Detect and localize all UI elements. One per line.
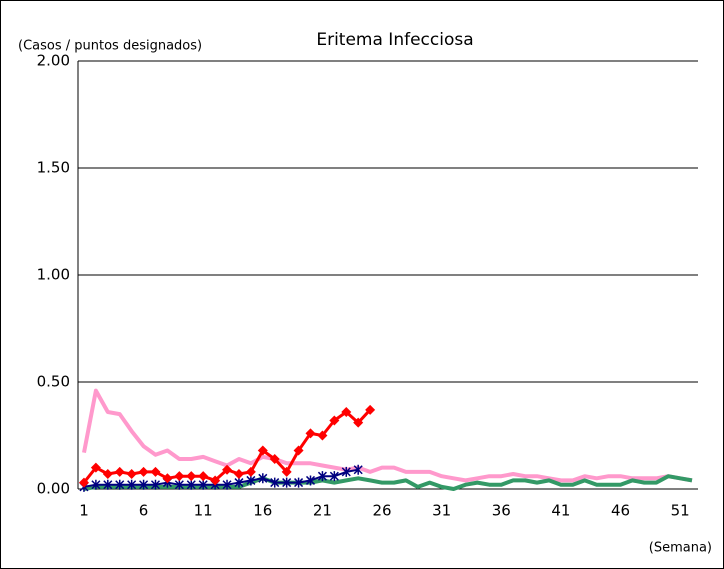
chart-title: Eritema Infecciosa [316, 30, 473, 50]
x-tick-label: 16 [253, 502, 272, 520]
marker [257, 445, 268, 456]
marker [174, 471, 185, 482]
y-tick-label: 2.00 [37, 52, 70, 70]
marker [329, 471, 339, 482]
x-tick-label: 1 [79, 502, 89, 520]
marker [102, 469, 113, 480]
marker [139, 479, 149, 490]
marker [198, 479, 208, 490]
marker [126, 469, 137, 480]
marker [246, 475, 256, 486]
marker [222, 464, 233, 475]
x-tick-label: 21 [313, 502, 332, 520]
marker [293, 445, 304, 456]
y-tick-label: 0.00 [37, 480, 70, 498]
marker [294, 477, 304, 488]
marker [317, 471, 327, 482]
marker [341, 406, 352, 417]
marker [222, 479, 232, 490]
y-tick-label: 0.50 [37, 373, 70, 391]
marker [269, 454, 280, 465]
marker [281, 466, 292, 477]
marker [198, 471, 209, 482]
marker [233, 469, 244, 480]
marker [78, 477, 89, 488]
marker [234, 477, 244, 488]
marker [305, 428, 316, 439]
x-tick-label: 11 [194, 502, 213, 520]
marker [341, 466, 351, 477]
x-tick-label: 41 [551, 502, 570, 520]
y-tick-label: 1.00 [37, 266, 70, 284]
series-line [83, 474, 693, 491]
x-axis-label: (Semana) [649, 541, 712, 556]
marker [258, 473, 268, 484]
marker [103, 479, 113, 490]
marker [282, 477, 292, 488]
marker [245, 466, 256, 477]
marker [162, 473, 173, 484]
marker [186, 471, 197, 482]
x-tick-label: 26 [372, 502, 391, 520]
y-axis-label: (Casos / puntos designados) [18, 39, 202, 54]
marker [329, 415, 340, 426]
marker [150, 466, 161, 477]
x-tick-label: 31 [432, 502, 451, 520]
marker [138, 466, 149, 477]
marker [127, 479, 137, 490]
marker [210, 475, 221, 486]
series-line [83, 468, 359, 488]
series-line [82, 388, 693, 483]
marker [150, 479, 161, 490]
marker [186, 479, 196, 490]
marker [305, 475, 316, 486]
x-tick-label: 6 [139, 502, 149, 520]
marker [90, 462, 101, 473]
marker [317, 430, 328, 441]
marker [91, 479, 101, 490]
x-tick-label: 51 [671, 502, 690, 520]
x-tick-label: 36 [492, 502, 511, 520]
y-tick-label: 1.50 [37, 159, 70, 177]
marker [115, 479, 125, 490]
marker [270, 477, 280, 488]
x-tick-label: 46 [611, 502, 630, 520]
marker [114, 466, 125, 477]
marker [174, 479, 184, 490]
marker [365, 404, 376, 415]
marker [353, 464, 363, 475]
marker [353, 417, 364, 428]
